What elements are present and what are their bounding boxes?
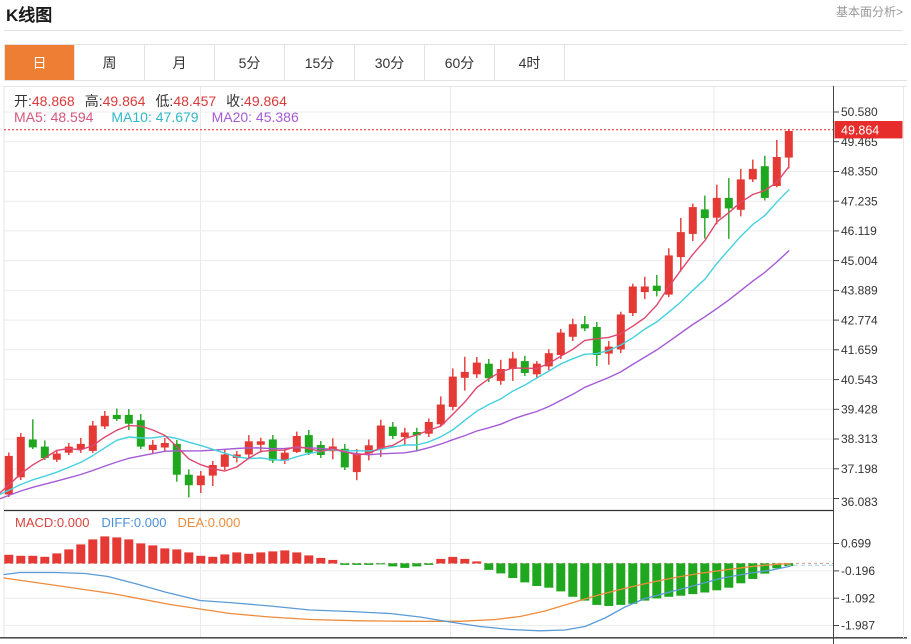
svg-text:42.774: 42.774 xyxy=(841,313,878,327)
svg-text:-0.196: -0.196 xyxy=(841,564,875,578)
svg-text:37.198: 37.198 xyxy=(841,462,878,476)
svg-text:50.580: 50.580 xyxy=(841,105,878,119)
svg-text:48.350: 48.350 xyxy=(841,165,878,179)
svg-text:46.119: 46.119 xyxy=(841,224,877,238)
svg-text:39.428: 39.428 xyxy=(841,403,878,417)
svg-text:49.864: 49.864 xyxy=(841,123,879,137)
svg-text:36.083: 36.083 xyxy=(841,495,878,509)
svg-text:-1.987: -1.987 xyxy=(841,619,875,633)
svg-text:43.889: 43.889 xyxy=(841,284,878,298)
svg-text:47.235: 47.235 xyxy=(841,194,878,208)
svg-text:45.004: 45.004 xyxy=(841,254,878,268)
svg-text:41.659: 41.659 xyxy=(841,343,878,357)
svg-text:38.313: 38.313 xyxy=(841,432,878,446)
svg-text:0.699: 0.699 xyxy=(841,537,871,551)
svg-text:-1.092: -1.092 xyxy=(841,591,875,605)
svg-text:40.543: 40.543 xyxy=(841,373,878,387)
